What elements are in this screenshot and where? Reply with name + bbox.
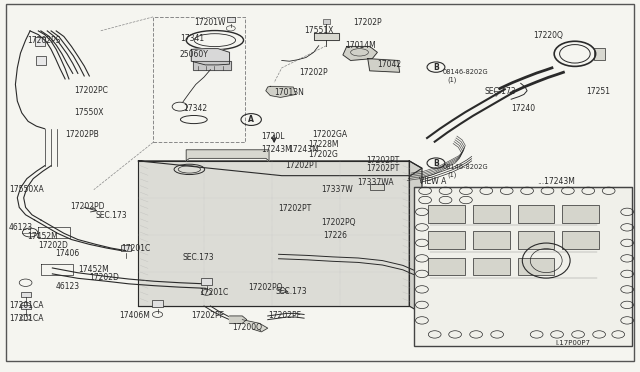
Text: 17202D: 17202D bbox=[38, 241, 68, 250]
Text: 17202PF: 17202PF bbox=[268, 311, 301, 320]
Text: 1720L: 1720L bbox=[261, 132, 285, 141]
Text: 17228M: 17228M bbox=[308, 140, 339, 149]
Text: 17243M: 17243M bbox=[288, 145, 319, 154]
Text: 17452M: 17452M bbox=[27, 232, 58, 241]
Polygon shape bbox=[138, 161, 409, 306]
Bar bbox=[120, 245, 131, 251]
Text: 17406: 17406 bbox=[56, 250, 80, 259]
Text: 46123: 46123 bbox=[9, 223, 33, 232]
Bar bbox=[518, 258, 554, 275]
Text: 17202PQ: 17202PQ bbox=[321, 218, 356, 227]
Text: 17201CA: 17201CA bbox=[9, 314, 44, 323]
Text: SEC.173: SEC.173 bbox=[484, 87, 516, 96]
Text: 17202D: 17202D bbox=[90, 273, 119, 282]
Text: 17406M: 17406M bbox=[119, 311, 150, 320]
Text: 17202PQ: 17202PQ bbox=[248, 283, 283, 292]
Polygon shape bbox=[193, 61, 231, 70]
Text: 17202PT: 17202PT bbox=[366, 156, 399, 166]
Text: 17202PT: 17202PT bbox=[366, 164, 399, 173]
Text: ...17243M: ...17243M bbox=[537, 177, 575, 186]
Bar bbox=[323, 19, 330, 23]
Text: 17452M: 17452M bbox=[78, 264, 109, 273]
Bar bbox=[202, 278, 212, 285]
Bar bbox=[428, 258, 465, 275]
Text: 17342: 17342 bbox=[183, 104, 207, 113]
Text: SEC.173: SEC.173 bbox=[275, 287, 307, 296]
Polygon shape bbox=[368, 59, 399, 72]
Bar bbox=[518, 231, 554, 249]
Text: 25060Y: 25060Y bbox=[180, 50, 209, 59]
Bar bbox=[414, 187, 632, 346]
Text: 17202G: 17202G bbox=[308, 150, 339, 159]
Polygon shape bbox=[191, 49, 230, 65]
Text: 17200Q: 17200Q bbox=[232, 323, 262, 331]
Bar bbox=[20, 305, 31, 309]
Text: 17202P: 17202P bbox=[353, 18, 382, 27]
Text: 17220Q: 17220Q bbox=[534, 31, 563, 40]
Bar bbox=[594, 48, 605, 60]
Text: 17243M: 17243M bbox=[261, 145, 292, 154]
Text: 17013N: 17013N bbox=[274, 89, 304, 97]
Bar bbox=[36, 56, 46, 65]
Text: I.17P00P7: I.17P00P7 bbox=[556, 340, 591, 346]
Bar bbox=[562, 205, 599, 223]
Text: (1): (1) bbox=[447, 171, 457, 178]
Text: 17201W: 17201W bbox=[194, 17, 225, 26]
Text: 17201C: 17201C bbox=[199, 288, 228, 297]
Text: 17226: 17226 bbox=[323, 231, 347, 240]
Text: 17202PB: 17202PB bbox=[65, 130, 99, 139]
Bar bbox=[152, 300, 163, 307]
Bar bbox=[473, 231, 510, 249]
Text: VIEW A: VIEW A bbox=[419, 177, 446, 186]
Polygon shape bbox=[343, 46, 378, 61]
Text: 17202PT: 17202PT bbox=[285, 161, 318, 170]
Text: 17202GA: 17202GA bbox=[312, 130, 348, 139]
Text: 17042: 17042 bbox=[378, 60, 401, 70]
Text: 17202PD: 17202PD bbox=[70, 202, 105, 211]
Bar bbox=[35, 37, 45, 46]
Text: 17337WA: 17337WA bbox=[357, 178, 394, 187]
Bar bbox=[473, 258, 510, 275]
Bar bbox=[428, 231, 465, 249]
Bar bbox=[428, 205, 465, 223]
Text: 17202PS: 17202PS bbox=[27, 36, 60, 45]
Text: SEC.173: SEC.173 bbox=[183, 253, 214, 263]
Text: 08146-8202G: 08146-8202G bbox=[442, 68, 488, 74]
Bar bbox=[518, 205, 554, 223]
Bar bbox=[370, 184, 384, 190]
Text: 17337W: 17337W bbox=[321, 185, 353, 194]
Bar bbox=[227, 17, 235, 22]
Bar bbox=[20, 292, 31, 297]
Polygon shape bbox=[409, 161, 422, 313]
Text: 17251: 17251 bbox=[586, 87, 611, 96]
Polygon shape bbox=[138, 161, 422, 176]
Text: 17201CA: 17201CA bbox=[9, 301, 44, 311]
Text: 17202PC: 17202PC bbox=[75, 86, 109, 94]
Text: (1): (1) bbox=[447, 76, 457, 83]
Text: 17014M: 17014M bbox=[346, 41, 376, 50]
Text: B: B bbox=[433, 158, 439, 168]
Polygon shape bbox=[314, 33, 339, 40]
Text: SEC.173: SEC.173 bbox=[96, 211, 127, 220]
Text: 17202PF: 17202PF bbox=[191, 311, 224, 320]
Polygon shape bbox=[230, 316, 246, 323]
Polygon shape bbox=[243, 320, 268, 332]
Text: 17202PT: 17202PT bbox=[278, 203, 312, 213]
Text: A: A bbox=[248, 115, 254, 124]
Polygon shape bbox=[266, 86, 296, 97]
Text: 17550XA: 17550XA bbox=[9, 185, 44, 194]
Text: 17201C: 17201C bbox=[121, 244, 150, 253]
Text: 17240: 17240 bbox=[511, 104, 535, 113]
Bar bbox=[153, 17, 246, 142]
Polygon shape bbox=[186, 150, 269, 161]
Text: 46123: 46123 bbox=[56, 282, 79, 291]
Bar bbox=[562, 231, 599, 249]
Text: 17550X: 17550X bbox=[75, 108, 104, 117]
Text: B: B bbox=[433, 62, 439, 72]
Text: 17202P: 17202P bbox=[300, 68, 328, 77]
Text: 17551X: 17551X bbox=[304, 26, 333, 35]
Text: 08146-8202G: 08146-8202G bbox=[442, 164, 488, 170]
Bar bbox=[473, 205, 510, 223]
Text: 17341: 17341 bbox=[180, 34, 204, 43]
